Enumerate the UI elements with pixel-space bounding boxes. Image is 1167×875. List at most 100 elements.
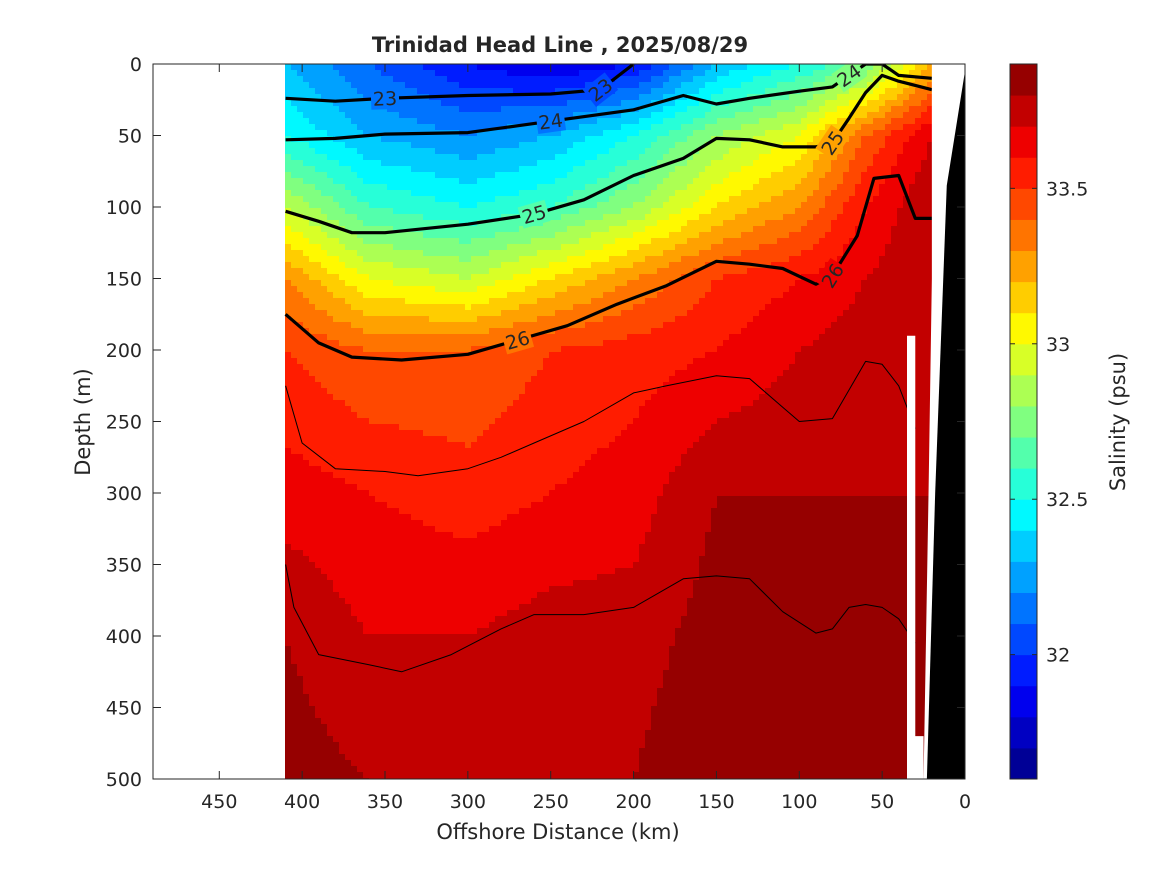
salinity-cell (303, 76, 310, 83)
salinity-cell (723, 64, 730, 71)
salinity-cell (795, 148, 802, 155)
salinity-cell (609, 142, 616, 149)
salinity-cell (705, 70, 712, 77)
salinity-cell (405, 304, 412, 311)
salinity-cell (693, 184, 700, 191)
salinity-cell (645, 202, 652, 209)
salinity-cell (381, 328, 388, 335)
salinity-cell (645, 268, 652, 275)
salinity-cell (339, 196, 346, 203)
salinity-cell (555, 76, 562, 83)
salinity-cell (303, 184, 310, 191)
salinity-cell (417, 310, 424, 317)
salinity-cell (315, 280, 322, 287)
salinity-cell (327, 106, 334, 113)
salinity-cell (621, 154, 628, 161)
salinity-cell (909, 244, 916, 251)
salinity-cell (345, 298, 352, 305)
salinity-cell (855, 136, 862, 143)
salinity-cell (579, 124, 586, 131)
salinity-cell (843, 172, 850, 179)
salinity-cell (765, 334, 772, 341)
salinity-cell (435, 328, 442, 335)
salinity-cell (507, 208, 514, 215)
salinity-cell (513, 208, 520, 215)
salinity-cell (423, 106, 430, 113)
salinity-cell (921, 334, 928, 341)
salinity-cell (741, 166, 748, 173)
salinity-cell (843, 286, 850, 293)
salinity-cell (897, 130, 904, 137)
salinity-cell (447, 124, 454, 131)
salinity-cell (405, 292, 412, 299)
salinity-cell (753, 214, 760, 221)
salinity-cell (573, 94, 580, 101)
salinity-cell (495, 250, 502, 257)
salinity-cell (441, 322, 448, 329)
salinity-cell (339, 304, 346, 311)
salinity-cell (345, 238, 352, 245)
salinity-cell (327, 328, 334, 335)
salinity-cell (729, 202, 736, 209)
salinity-cell (873, 106, 880, 113)
salinity-cell (885, 82, 892, 89)
salinity-cell (639, 220, 646, 227)
salinity-cell (693, 118, 700, 125)
salinity-cell (747, 298, 754, 305)
salinity-cell (903, 268, 910, 275)
salinity-cell (297, 334, 304, 341)
salinity-cell (561, 292, 568, 299)
salinity-cell (843, 220, 850, 227)
salinity-cell (747, 160, 754, 167)
salinity-cell (891, 256, 898, 263)
salinity-cell (609, 334, 616, 341)
salinity-cell (801, 220, 808, 227)
salinity-cell (321, 130, 328, 137)
salinity-cell (597, 262, 604, 269)
salinity-cell (555, 142, 562, 149)
salinity-cell (465, 142, 472, 149)
salinity-cell (789, 118, 796, 125)
salinity-cell (477, 322, 484, 329)
salinity-cell (405, 136, 412, 143)
salinity-cell (861, 262, 868, 269)
salinity-cell (549, 106, 556, 113)
salinity-cell (333, 274, 340, 281)
salinity-cell (819, 298, 826, 305)
salinity-cell (357, 160, 364, 167)
salinity-cell (609, 160, 616, 167)
salinity-cell (447, 214, 454, 221)
salinity-cell (315, 256, 322, 263)
salinity-cell (777, 100, 784, 107)
salinity-cell (345, 286, 352, 293)
salinity-cell (915, 196, 922, 203)
salinity-cell (399, 298, 406, 305)
salinity-cell (723, 76, 730, 83)
salinity-cell (573, 316, 580, 323)
salinity-cell (861, 178, 868, 185)
salinity-cell (483, 256, 490, 263)
salinity-cell (927, 142, 934, 149)
salinity-cell (447, 142, 454, 149)
salinity-cell (777, 166, 784, 173)
salinity-cell (501, 166, 508, 173)
salinity-cell (489, 94, 496, 101)
salinity-cell (585, 250, 592, 257)
salinity-cell (897, 64, 904, 71)
salinity-cell (813, 244, 820, 251)
salinity-cell (897, 334, 904, 341)
salinity-cell (903, 334, 910, 341)
salinity-cell (447, 166, 454, 173)
salinity-cell (795, 184, 802, 191)
salinity-cell (669, 244, 676, 251)
salinity-cell (867, 124, 874, 131)
salinity-cell (459, 76, 466, 83)
salinity-cell (855, 268, 862, 275)
salinity-cell (567, 214, 574, 221)
salinity-cell (603, 310, 610, 317)
salinity-cell (333, 148, 340, 155)
salinity-cell (321, 286, 328, 293)
salinity-cell (711, 64, 718, 71)
salinity-cell (357, 178, 364, 185)
salinity-cell (495, 70, 502, 77)
